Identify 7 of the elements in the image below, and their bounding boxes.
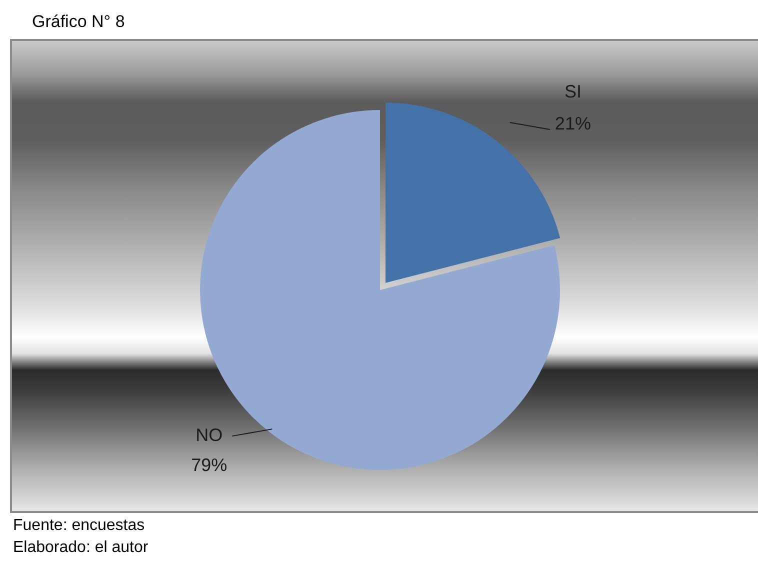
source-note: Fuente: encuestas	[13, 516, 146, 536]
slice-label: SI	[564, 81, 582, 102]
data-label: 21%	[554, 113, 591, 134]
chart-title: Gráfico N° 8	[32, 12, 125, 32]
slice-label: NO	[196, 425, 223, 446]
data-label: 79%	[191, 455, 228, 476]
text: Elaborado: el autor	[13, 538, 148, 558]
